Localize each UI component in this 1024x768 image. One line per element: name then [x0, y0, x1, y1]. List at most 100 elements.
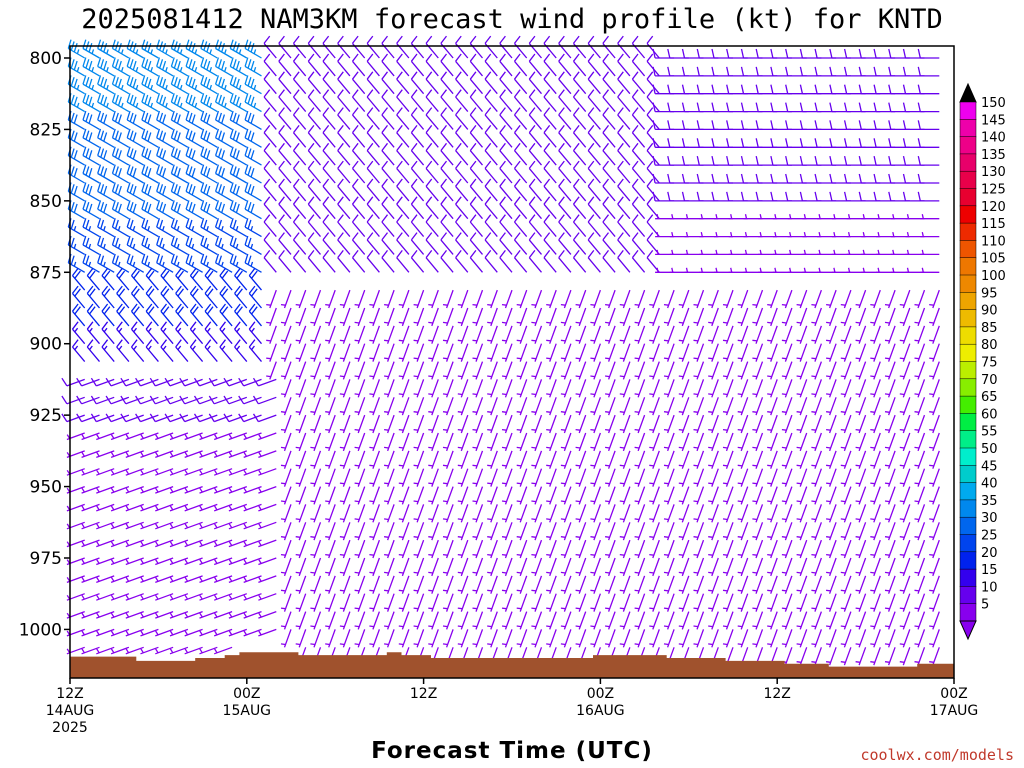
- wind-barb: [97, 57, 115, 77]
- colorbar-label: 90: [981, 304, 998, 319]
- wind-barb: [354, 379, 366, 398]
- wind-barb: [619, 522, 631, 541]
- wind-barb: [560, 325, 572, 344]
- wind-barb: [457, 325, 469, 344]
- wind-barb: [516, 468, 528, 487]
- wind-barb: [501, 504, 513, 523]
- wind-barb: [126, 110, 145, 130]
- x-tick-label: 00Z: [233, 686, 260, 702]
- wind-barb: [155, 485, 174, 494]
- wind-barb: [472, 611, 484, 630]
- wind-barb: [546, 361, 557, 380]
- wind-barb: [244, 253, 262, 273]
- wind-barb: [575, 379, 587, 398]
- wind-barb: [602, 89, 616, 113]
- wind-barb: [487, 575, 498, 594]
- wind-barb: [472, 522, 484, 541]
- wind-barb: [170, 93, 189, 113]
- wind-barb: [101, 321, 115, 345]
- wind-barb: [200, 253, 218, 273]
- wind-barb: [457, 307, 469, 327]
- wind-barb: [184, 610, 203, 619]
- wind-barb: [619, 486, 631, 505]
- wind-barb: [228, 610, 248, 619]
- wind-barb: [572, 214, 587, 238]
- wind-barb: [605, 611, 616, 630]
- x-tick-label: 14AUG: [46, 703, 95, 719]
- wind-barb: [156, 235, 174, 255]
- wind-barb: [97, 110, 115, 130]
- wind-barb: [425, 214, 439, 238]
- wind-barb: [560, 593, 572, 612]
- wind-barb: [499, 142, 513, 166]
- wind-barb: [337, 196, 351, 220]
- wind-barb: [398, 593, 410, 612]
- wind-barb: [369, 611, 381, 630]
- wind-barb: [310, 522, 322, 541]
- wind-barb: [105, 395, 130, 405]
- wind-barb: [263, 89, 277, 113]
- y-tick-label: 1000: [19, 620, 62, 640]
- wind-barb: [354, 343, 366, 362]
- wind-barb: [546, 468, 557, 487]
- wind-barb: [425, 125, 439, 148]
- wind-barb: [487, 397, 498, 416]
- wind-barb: [280, 397, 292, 416]
- wind-barb: [472, 629, 484, 648]
- wind-barb: [234, 303, 248, 327]
- wind-barb: [97, 39, 115, 59]
- wind-barb: [258, 628, 277, 637]
- wind-barb: [295, 504, 307, 523]
- wind-barb: [442, 289, 454, 309]
- wind-barb: [528, 250, 542, 273]
- wind-barb: [81, 450, 100, 459]
- wind-barb: [140, 521, 159, 530]
- wind-barb: [605, 593, 616, 612]
- wind-barb: [602, 142, 616, 166]
- wind-barb: [513, 250, 528, 273]
- wind-barb: [228, 521, 248, 530]
- wind-barb: [516, 379, 528, 398]
- wind-barb: [351, 89, 366, 113]
- wind-barb: [354, 432, 366, 452]
- wind-barb: [516, 611, 528, 630]
- wind-barb: [169, 646, 189, 655]
- wind-barb: [193, 377, 218, 387]
- wind-barb: [81, 628, 100, 637]
- wind-barb: [381, 142, 395, 166]
- wind-barb: [369, 539, 381, 559]
- y-tick-label: 900: [30, 335, 62, 355]
- wind-barb: [531, 450, 543, 469]
- wind-barb: [384, 361, 395, 380]
- wind-barb: [164, 377, 189, 387]
- wind-barb: [560, 575, 572, 594]
- wind-barb: [543, 71, 557, 95]
- wind-barb: [170, 253, 189, 273]
- wind-barb: [560, 539, 572, 559]
- wind-barb: [243, 485, 262, 494]
- wind-barb: [243, 539, 262, 548]
- colorbar-label: 95: [981, 286, 998, 301]
- wind-barb: [110, 593, 130, 601]
- wind-barb: [156, 200, 174, 220]
- colorbar-label: 105: [981, 252, 1006, 267]
- wind-barb: [280, 307, 292, 327]
- wind-barb: [457, 450, 469, 469]
- wind-barb: [516, 504, 528, 523]
- colorbar-label: 15: [981, 563, 998, 578]
- wind-barb: [96, 450, 115, 459]
- wind-barb: [263, 232, 277, 255]
- wind-barb: [513, 196, 528, 220]
- wind-barb: [325, 361, 336, 380]
- wind-barb: [110, 503, 130, 512]
- wind-barb: [244, 164, 262, 184]
- wind-barb: [484, 160, 498, 184]
- wind-barb: [384, 397, 395, 416]
- wind-barb: [111, 146, 130, 166]
- wind-barb: [572, 107, 587, 130]
- wind-barb: [572, 89, 587, 113]
- wind-barb: [442, 575, 454, 594]
- wind-barb: [96, 646, 115, 655]
- wind-barb: [501, 361, 513, 380]
- wind-barb: [213, 575, 233, 584]
